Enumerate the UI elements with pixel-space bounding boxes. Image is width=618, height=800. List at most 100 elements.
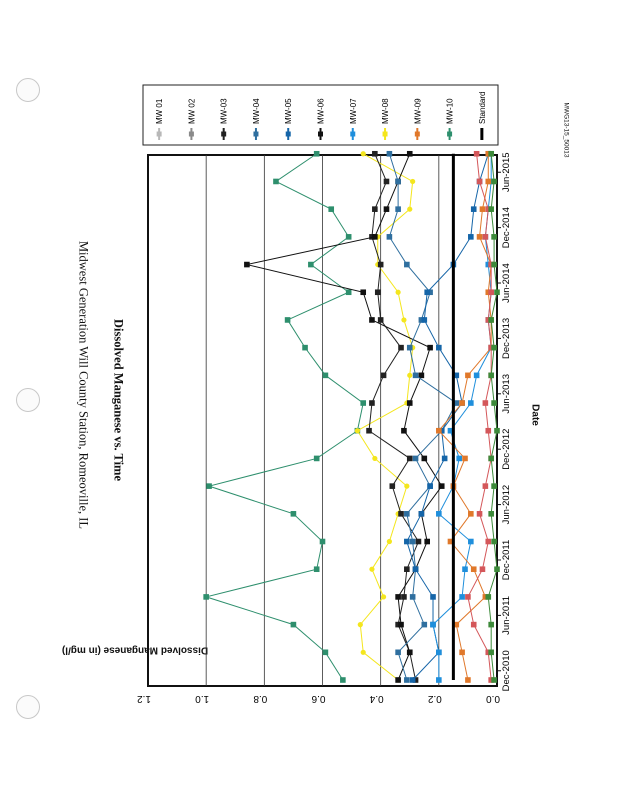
data-point-mw-06: [406, 400, 413, 406]
data-point-mw-03: [377, 317, 384, 323]
data-point-mw-06: [395, 594, 401, 600]
data-point-mw-10: [319, 538, 326, 545]
data-point-mw-03: [389, 483, 396, 489]
data-point-mw-04: [404, 511, 410, 517]
data-point-mw-09: [465, 677, 471, 683]
data-point-mw-08: [369, 566, 375, 572]
data-point-mw-08: [395, 289, 401, 295]
data-point-mw-09: [447, 538, 454, 545]
data-point-mw-06: [244, 261, 250, 268]
data-point-mw-07: [485, 261, 492, 268]
data-point-mw-05: [421, 317, 428, 323]
data-point-mw-08: [372, 455, 378, 462]
data-point-mw-03: [377, 261, 384, 268]
data-point-mw-05: [404, 538, 410, 545]
legend-marker: [318, 131, 323, 137]
data-point-mw-03: [406, 455, 413, 462]
data-point-mw-07: [459, 594, 465, 600]
data-point-mw-07: [468, 400, 474, 406]
legend-marker: [221, 131, 227, 137]
data-point-mw-05: [427, 483, 433, 489]
data-point-mw-08: [404, 483, 410, 489]
x-tick-label: Jun-2011: [501, 596, 512, 635]
series-line-mw-09: [438, 153, 492, 681]
data-point-mw-05: [430, 594, 436, 600]
data-point-mw-09: [479, 206, 486, 212]
data-point-mw-07: [488, 178, 494, 185]
data-point-mw-r2: [491, 261, 497, 268]
data-point-mw-10: [313, 455, 320, 462]
data-point-mw-r2: [494, 289, 500, 296]
data-point-mw-r1: [488, 289, 494, 296]
data-point-mw-04: [406, 344, 413, 351]
data-point-mw-r2: [491, 483, 497, 489]
data-point-mw-r2: [488, 317, 494, 323]
legend-label: MW-07: [349, 98, 358, 124]
data-point-mw-r2: [485, 594, 492, 600]
data-point-mw-06: [398, 621, 404, 628]
data-point-mw-09: [485, 289, 492, 296]
data-point-mw-09: [468, 511, 474, 517]
data-point-mw-09: [436, 427, 442, 434]
data-point-mw-03: [401, 594, 407, 600]
data-point-mw-r1: [476, 178, 483, 185]
y-tick-label: 0.4: [369, 693, 383, 704]
data-point-mw-03: [372, 206, 378, 212]
legend-label: MW 02: [187, 98, 196, 124]
y-tick-label: 1.0: [195, 693, 209, 704]
data-point-mw-09: [470, 566, 477, 573]
data-point-mw-r1: [488, 344, 494, 351]
series-line-mw-05: [406, 153, 489, 681]
data-point-mw-06: [438, 483, 445, 489]
data-point-mw-09: [485, 178, 492, 185]
series-line-mw-07: [432, 153, 492, 680]
data-point-mw-r2: [491, 538, 497, 545]
data-point-mw-r2: [491, 344, 497, 351]
data-point-mw-r1: [476, 511, 483, 517]
data-point-mw-r1: [482, 400, 489, 406]
data-point-mw-04: [386, 234, 393, 240]
data-point-mw-r2: [488, 206, 494, 212]
data-point-mw-07: [462, 566, 468, 573]
data-point-mw-r2: [488, 511, 494, 517]
legend-label: MW 01: [155, 98, 164, 124]
y-tick-label: 1.2: [137, 693, 151, 704]
data-point-mw-05: [409, 677, 416, 683]
x-tick-label: Dec-2014: [501, 207, 512, 248]
legend-marker: [188, 131, 194, 137]
legend-label: MW-08: [381, 98, 390, 124]
legend-marker: [447, 131, 453, 137]
data-point-mw-09: [462, 455, 468, 462]
y-tick-label: 0.2: [427, 693, 441, 704]
data-point-mw-10: [273, 178, 279, 185]
data-point-mw-04: [386, 150, 393, 157]
data-point-mw-10: [206, 483, 212, 489]
data-point-mw-r1: [479, 566, 486, 573]
series-line-mw-04: [388, 153, 457, 681]
series-line-mw-08: [356, 153, 414, 681]
data-point-mw-r2: [494, 566, 500, 573]
data-point-mw-r2: [494, 427, 500, 434]
x-tick-label: Dec-2013: [501, 318, 512, 359]
data-point-mw-10: [284, 317, 291, 323]
data-point-mw-06: [406, 150, 413, 157]
data-point-mw-r2: [491, 178, 497, 185]
binder-hole: [16, 695, 40, 719]
y-tick-label: 0.8: [253, 693, 267, 704]
data-point-mw-r2: [491, 234, 497, 240]
data-point-mw-08: [360, 649, 366, 655]
data-point-mw-05: [470, 206, 477, 212]
data-point-mw-10: [340, 677, 346, 683]
data-point-mw-10: [322, 372, 329, 379]
data-point-mw-10: [290, 511, 297, 517]
data-point-mw-04: [395, 649, 401, 656]
data-point-mw-07: [468, 538, 474, 545]
data-point-mw-08: [360, 151, 366, 157]
legend-label: MW-06: [317, 98, 326, 124]
data-point-mw-06: [395, 677, 401, 683]
data-point-mw-09: [485, 150, 492, 157]
data-point-mw-08: [410, 178, 416, 185]
data-point-mw-03: [412, 677, 419, 683]
x-tick-label: Dec-2010: [501, 650, 512, 691]
data-point-mw-r1: [485, 538, 492, 545]
